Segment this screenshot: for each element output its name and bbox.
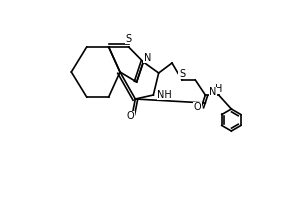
Text: H: H — [215, 84, 222, 94]
Text: S: S — [179, 69, 185, 79]
Text: O: O — [127, 111, 134, 121]
Text: NH: NH — [157, 90, 172, 100]
Text: N: N — [209, 87, 217, 97]
Text: N: N — [144, 53, 151, 63]
Text: S: S — [126, 34, 132, 44]
Text: O: O — [194, 102, 201, 112]
